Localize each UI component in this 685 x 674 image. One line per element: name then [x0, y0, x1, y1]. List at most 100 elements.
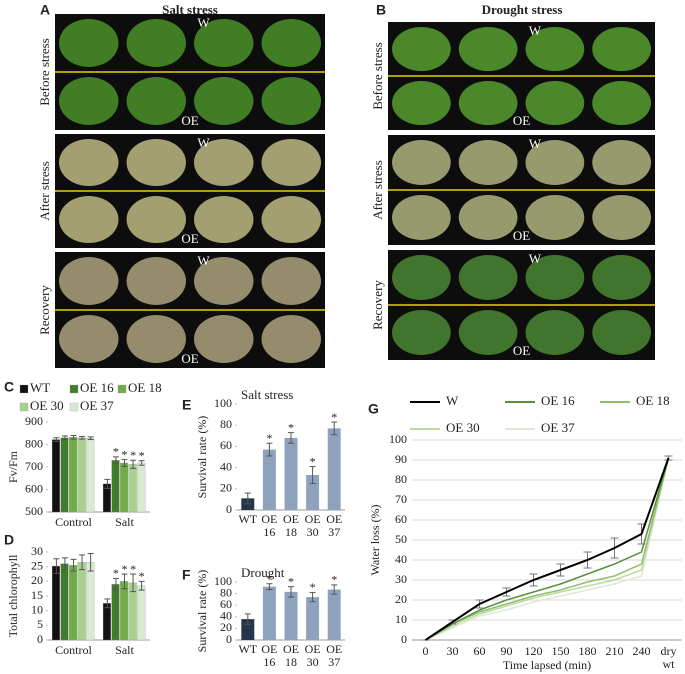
x-axis-title: Time lapsed (min)	[503, 658, 591, 672]
y-tick-label: 0	[401, 632, 407, 646]
plant-tray	[392, 195, 451, 240]
genotype-label: W	[197, 15, 210, 30]
bar	[262, 586, 276, 640]
x-tick-label: Salt	[115, 643, 134, 657]
legend-swatch	[69, 384, 79, 394]
bar	[120, 581, 129, 641]
plant-tray	[392, 255, 451, 300]
panel-letter: A	[40, 2, 50, 18]
x-tick-label: OE 16	[261, 642, 278, 669]
genotype-label: OE	[181, 351, 198, 366]
plant-tray	[458, 81, 518, 125]
plant-tray	[194, 139, 254, 186]
genotype-label: OE	[181, 113, 198, 128]
row-label: Recovery	[37, 285, 52, 335]
row-label: Recovery	[370, 280, 385, 330]
bar	[69, 565, 78, 641]
plant-tray	[458, 27, 518, 71]
bar	[327, 589, 341, 640]
legend-swatch	[19, 384, 29, 394]
y-tick-label: 30	[395, 572, 407, 586]
y-tick-label: 100	[214, 574, 232, 588]
plant-tray	[458, 140, 518, 185]
bar	[327, 428, 341, 510]
y-tick-label: 0	[37, 632, 43, 646]
y-tick-label: 10	[31, 602, 43, 616]
genotype-label: W	[529, 251, 542, 266]
significance-mark: *	[122, 447, 128, 461]
bar	[102, 603, 111, 641]
x-tick-label: WT	[238, 642, 258, 656]
significance-mark: *	[266, 431, 272, 445]
significance-mark: *	[266, 571, 272, 585]
x-tick-label: 180	[578, 644, 597, 658]
genotype-label: W	[529, 136, 542, 151]
legend-swatch	[19, 402, 29, 412]
y-tick-label: 40	[220, 609, 232, 623]
plant-tray	[59, 139, 119, 186]
x-tick-label: OE 18	[283, 642, 299, 669]
y-tick-label: 10	[395, 612, 407, 626]
y-tick-label: 80	[395, 472, 407, 486]
significance-mark: *	[288, 420, 294, 434]
y-tick-label: 20	[31, 573, 43, 587]
plant-tray	[458, 310, 518, 355]
y-tick-label: 20	[220, 481, 232, 495]
bar	[262, 449, 276, 510]
plant-tray	[59, 196, 119, 243]
row-label: Before stress	[370, 42, 385, 110]
bar	[120, 462, 129, 513]
x-tick-label: WT	[238, 512, 258, 526]
plant-tray	[592, 255, 651, 300]
plant-tray	[392, 140, 451, 185]
bar	[306, 597, 320, 640]
x-tick-label: OE 16	[261, 512, 278, 539]
y-axis-title: Survival rate (%)	[195, 416, 209, 499]
plant-tray	[126, 19, 186, 67]
genotype-label: W	[197, 135, 210, 150]
panel-title: Drought stress	[482, 2, 563, 17]
data-line	[425, 457, 670, 641]
legend-swatch	[117, 384, 127, 394]
y-tick-label: 500	[25, 504, 43, 518]
significance-mark: *	[113, 445, 119, 459]
plant-tray	[592, 140, 651, 185]
bar	[86, 438, 95, 513]
legend-label: W	[446, 393, 459, 408]
bar	[51, 565, 60, 641]
plant-tray	[525, 310, 585, 355]
plant-tray	[525, 27, 585, 71]
legend-label: OE 18	[636, 393, 670, 408]
panel-letter: E	[182, 397, 191, 413]
bar	[306, 475, 320, 510]
bar	[137, 462, 146, 513]
y-tick-label: 100	[214, 396, 232, 410]
plant-tray	[592, 27, 651, 71]
plant-tray	[392, 310, 451, 355]
bar	[137, 585, 146, 641]
x-tick-label: 60	[473, 644, 486, 658]
plant-tray	[126, 257, 186, 305]
significance-mark: *	[130, 448, 136, 462]
y-tick-label: 50	[395, 532, 407, 546]
y-tick-label: 20	[220, 620, 232, 634]
chart-title: Drought	[241, 565, 285, 580]
x-tick-label: 0	[422, 644, 429, 658]
significance-mark: *	[310, 454, 316, 468]
plant-tray	[261, 315, 321, 363]
plant-tray	[261, 77, 321, 125]
panel-letter: D	[4, 532, 14, 548]
plant-tray	[59, 257, 119, 305]
y-tick-label: 5	[37, 617, 43, 631]
y-tick-label: 60	[395, 512, 407, 526]
bar	[241, 619, 255, 640]
plant-tray	[126, 77, 186, 125]
genotype-label: OE	[181, 231, 198, 246]
x-tick-label: 240	[632, 644, 651, 658]
significance-mark: *	[331, 573, 337, 587]
x-tick-label: 30	[446, 644, 459, 658]
plant-tray	[194, 257, 254, 305]
significance-mark: *	[113, 566, 119, 580]
plant-tray	[592, 310, 651, 355]
plant-tray	[261, 257, 321, 305]
